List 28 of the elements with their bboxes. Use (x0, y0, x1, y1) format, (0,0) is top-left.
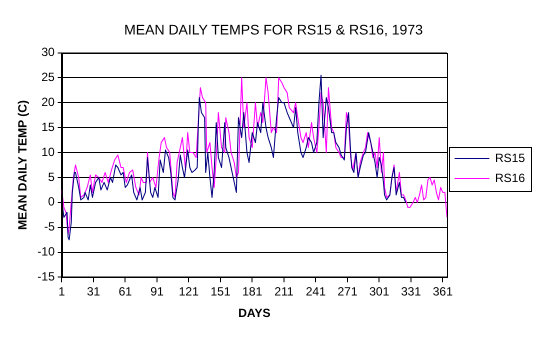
x-tick-label: 181 (242, 284, 263, 299)
x-tick-label: 331 (400, 284, 422, 299)
x-tick-label: 1 (58, 284, 66, 299)
x-tick-label: 61 (118, 284, 132, 299)
y-tick-label: -10 (37, 244, 56, 259)
x-tick-label: 211 (274, 284, 294, 299)
x-tick-label: 361 (432, 284, 454, 299)
x-tick-label: 151 (210, 284, 231, 299)
x-axis-title: DAYS (238, 306, 270, 320)
y-tick-label: 5 (48, 170, 56, 184)
chart-title: MEAN DAILY TEMPS FOR RS15 & RS16, 1973 (124, 21, 424, 38)
legend-label: RS15 (494, 150, 526, 165)
x-tick-label: 91 (150, 284, 164, 299)
y-tick-label: 15 (41, 120, 56, 134)
x-tick-label: 121 (178, 284, 200, 299)
y-tick-label: 20 (41, 94, 56, 109)
x-tick-label: 31 (86, 284, 100, 299)
y-axis-title: MEAN DAILY TEMP (C) (16, 100, 30, 230)
y-tick-label: -15 (37, 270, 56, 284)
y-tick-label: 25 (41, 70, 56, 84)
x-tick-label: 301 (369, 284, 390, 299)
y-tick-label: 30 (41, 45, 56, 60)
y-tick-label: 0 (48, 194, 56, 209)
legend-label: RS16 (494, 170, 526, 185)
x-tick-label: 271 (337, 284, 358, 299)
x-tick-label: 241 (306, 284, 326, 299)
y-tick-label: 10 (41, 144, 56, 159)
y-tick-label: -5 (44, 220, 56, 234)
